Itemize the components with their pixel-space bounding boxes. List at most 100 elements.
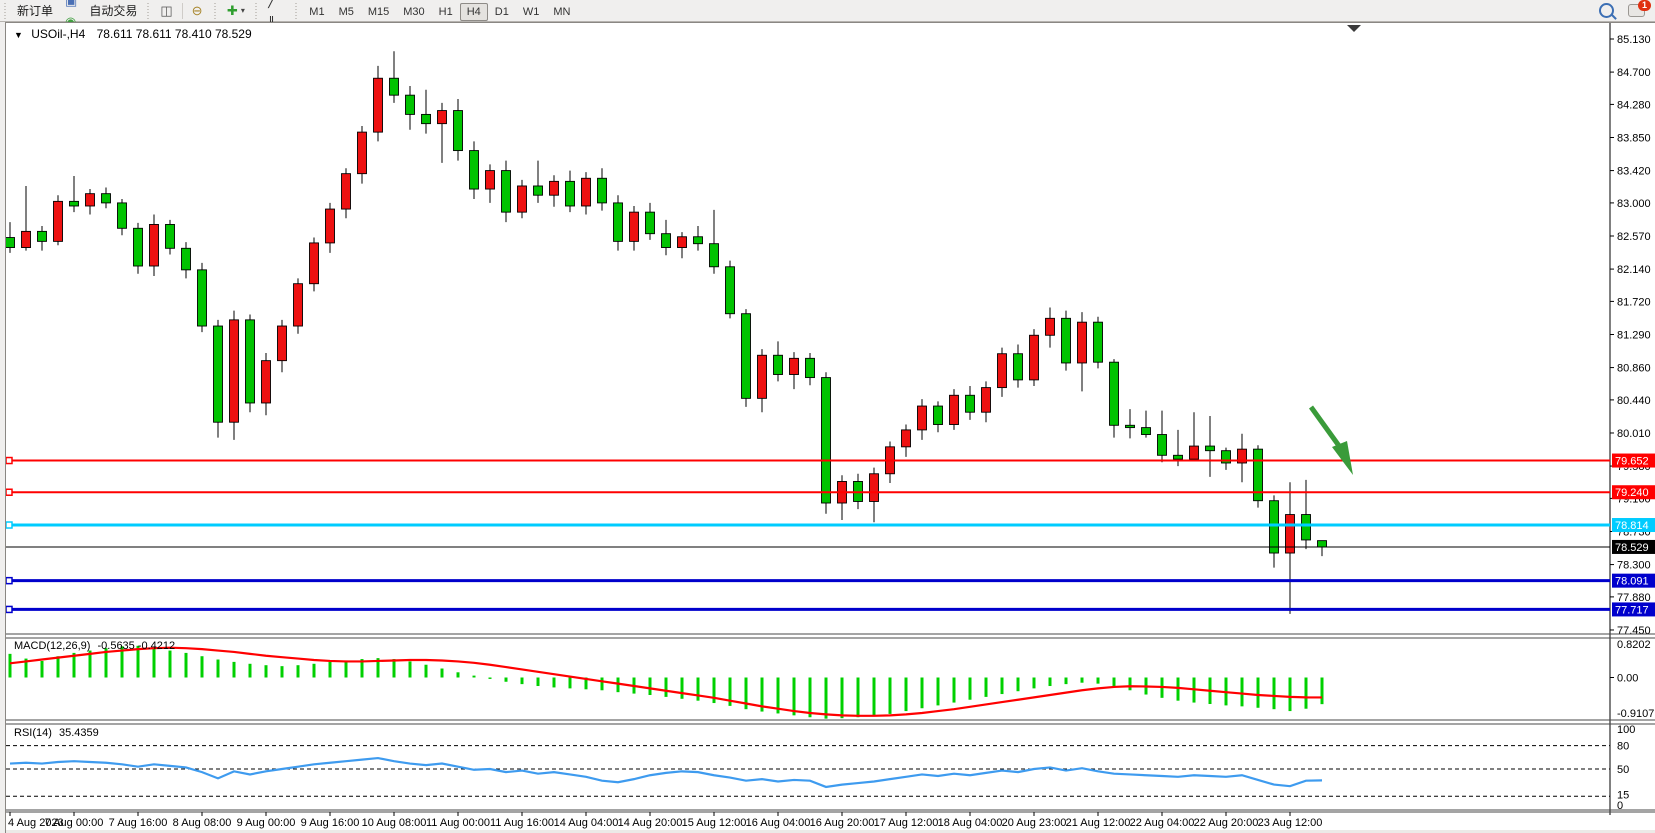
price-tick-label: 81.290 xyxy=(1617,329,1651,341)
macd-bar xyxy=(1064,677,1068,685)
chevron-down-icon[interactable]: ▾ xyxy=(240,6,245,15)
line-handle[interactable] xyxy=(6,488,13,496)
rsi-scale-label: 50 xyxy=(1617,764,1629,776)
price-tick-label: 78.300 xyxy=(1617,560,1651,572)
new-order-button[interactable]: 新订单 xyxy=(17,4,54,18)
macd-bar xyxy=(1000,677,1004,695)
price-tick-label: 80.010 xyxy=(1617,428,1651,440)
candle-body xyxy=(1157,434,1167,456)
price-tick-label: 84.280 xyxy=(1617,99,1651,111)
autotrade-button[interactable]: 自动交易 xyxy=(89,4,138,18)
time-label: 16 Aug 20:00 xyxy=(810,817,875,829)
candle xyxy=(101,187,111,209)
candle-body xyxy=(1013,353,1023,381)
candle xyxy=(85,189,95,215)
candle xyxy=(1269,495,1279,568)
macd-bar xyxy=(1016,677,1020,692)
candle xyxy=(37,225,47,251)
time-label: 22 Aug 20:00 xyxy=(1194,817,1259,829)
rsi-scale-label: 80 xyxy=(1617,741,1629,753)
time-label: 10 Aug 08:00 xyxy=(362,817,427,829)
candle xyxy=(69,175,79,213)
price-line-label: 77.717 xyxy=(1615,604,1649,616)
macd-bar xyxy=(1272,677,1276,710)
candle-body xyxy=(1077,321,1087,364)
price-tick-label: 82.140 xyxy=(1617,264,1651,276)
line-handle[interactable] xyxy=(6,456,13,465)
candle xyxy=(661,219,671,256)
terminal-button[interactable]: ▣ xyxy=(60,0,82,11)
macd-bar xyxy=(248,663,252,678)
candle-body xyxy=(677,236,687,248)
toolbar-grip[interactable] xyxy=(253,2,261,19)
candle xyxy=(1301,479,1311,550)
timeframe-button-m5[interactable]: M5 xyxy=(338,5,354,18)
macd-bar xyxy=(472,675,476,678)
timeframe-button-h4[interactable]: H4 xyxy=(459,2,488,21)
add-indicator-button[interactable]: ✚ ▾ xyxy=(222,0,250,21)
search-icon[interactable] xyxy=(1599,3,1614,18)
timeframe-button-d1[interactable]: D1 xyxy=(494,5,509,18)
candle xyxy=(1077,312,1087,392)
chart-canvas[interactable]: 85.130 84.700 84.280 83.850 83.420 83.000 82.5… xyxy=(6,23,1655,833)
candle-body xyxy=(645,211,655,235)
timeframe-button-w1[interactable]: W1 xyxy=(522,5,540,18)
timeframe-button-h1[interactable]: H1 xyxy=(438,5,453,18)
candle xyxy=(245,314,255,413)
annotation-arrow[interactable] xyxy=(1308,405,1353,475)
toolbar-grip[interactable] xyxy=(145,2,153,19)
candle-body xyxy=(901,429,911,448)
bar-ohlc-values: 78.611 78.611 78.410 78.529 xyxy=(96,27,252,41)
candle xyxy=(645,202,655,240)
trendline-button[interactable]: ╱ xyxy=(263,0,290,11)
macd-bar xyxy=(952,677,956,703)
timeframe-button-m30[interactable]: M30 xyxy=(403,5,425,18)
signals-button[interactable]: ◉ xyxy=(60,11,82,32)
candle xyxy=(469,141,479,200)
candle xyxy=(1045,307,1055,348)
equidistant-channel-button[interactable]: ∥ xyxy=(263,11,290,32)
macd-bar xyxy=(936,677,940,706)
candle-body xyxy=(341,173,351,210)
candle-body xyxy=(917,405,927,431)
line-handle[interactable] xyxy=(6,521,13,529)
timeframe-button-mn[interactable]: MN xyxy=(553,5,571,18)
candle xyxy=(1109,359,1119,438)
candle xyxy=(181,242,191,279)
macd-bar xyxy=(280,666,284,678)
expand-arrow-icon[interactable]: ▼ xyxy=(14,30,23,40)
toolbar-grip[interactable] xyxy=(293,2,301,19)
macd-bar xyxy=(360,659,364,678)
macd-bar xyxy=(904,677,908,712)
timeframe-button-m15[interactable]: M15 xyxy=(367,5,390,18)
zoom-out-button[interactable]: ⊖ xyxy=(187,0,209,21)
price-line-label-box xyxy=(1612,518,1655,533)
candlestick-chart-button[interactable]: ◫ xyxy=(155,0,177,21)
candle xyxy=(741,309,751,407)
candle-body xyxy=(517,185,527,213)
candle-body xyxy=(629,211,639,242)
zoom-out-icon: ⊖ xyxy=(191,3,203,18)
macd-bar xyxy=(888,677,892,714)
candle xyxy=(1237,433,1247,483)
timeframe-button-m1[interactable]: M1 xyxy=(309,5,325,18)
toolbar-grip[interactable] xyxy=(211,2,219,19)
macd-bar xyxy=(56,656,60,678)
line-handle[interactable] xyxy=(6,605,13,614)
candle-body xyxy=(37,230,47,242)
candle xyxy=(229,310,239,440)
toolbar-grip[interactable] xyxy=(2,2,9,19)
add-indicator-icon: ✚ xyxy=(226,3,238,18)
macd-bar xyxy=(1240,677,1244,707)
line-handle[interactable] xyxy=(6,576,13,585)
time-label: 16 Aug 04:00 xyxy=(746,817,811,829)
rsi-scale-label: 100 xyxy=(1617,724,1635,736)
price-tick-label: 82.570 xyxy=(1617,231,1651,243)
macd-bar xyxy=(376,658,380,678)
candle-body xyxy=(1301,514,1311,541)
candle xyxy=(789,352,799,390)
main-toolbar: 新订单 ◆▣◉▶ 自动交易 ▥◫∿ ⊕⊖▦ ▤▥✚▾◷▾▩ ↖＋│─╱∥FAT◆… xyxy=(0,0,1655,112)
candle-body xyxy=(53,200,63,242)
candle-body xyxy=(405,94,415,115)
notifications-icon[interactable]: 1 xyxy=(1628,0,1651,17)
